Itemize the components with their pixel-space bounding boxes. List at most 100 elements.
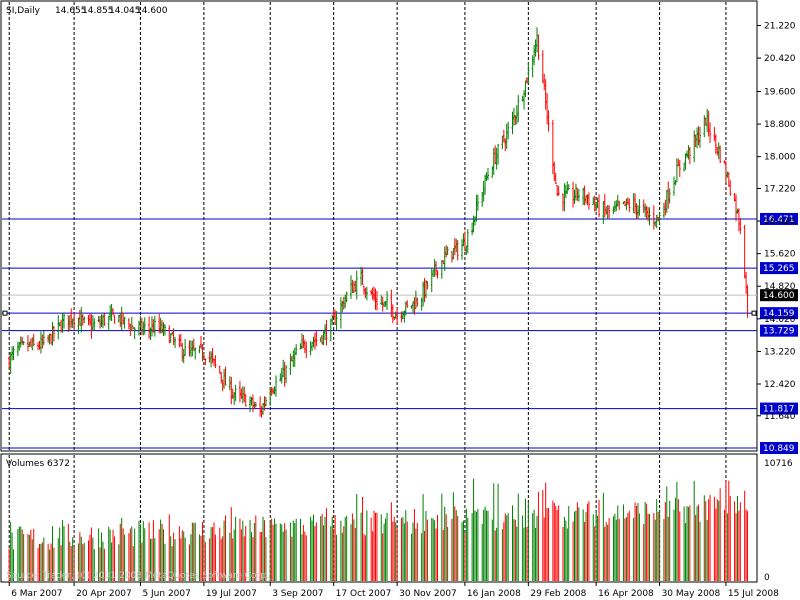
- ohlc-bar: [22, 341, 25, 346]
- ohlc-bar: [143, 317, 146, 335]
- ohlc-bar: [453, 238, 456, 256]
- ohlc-bar: [63, 312, 66, 329]
- ohlc-bar: [505, 123, 508, 149]
- ohlc-bar: [194, 347, 197, 360]
- ohlc-bar: [654, 221, 657, 227]
- ohlc-bar: [341, 300, 344, 313]
- ohlc-bar: [678, 160, 681, 178]
- level-0[interactable]: 16.471: [2, 212, 798, 225]
- ohlc-bar: [263, 396, 266, 411]
- ohlc-bar: [351, 279, 354, 294]
- ohlc-bar: [224, 366, 227, 386]
- price-tick-label-5: 17.220: [764, 184, 796, 194]
- ohlc-bar: [279, 373, 282, 382]
- level-2[interactable]: 14.159: [2, 307, 798, 320]
- grid-lines: [8, 2, 727, 581]
- ohlc-bar: [401, 311, 404, 320]
- ohlc-bar: [78, 309, 81, 326]
- ohlc-bar: [613, 200, 616, 213]
- price-tick-label-12: 11.640: [764, 412, 796, 422]
- level-handle-right[interactable]: [751, 310, 757, 316]
- ohlc-bar: [713, 127, 716, 142]
- ohlc-bar: [50, 333, 53, 344]
- ohlc-bar: [202, 352, 205, 360]
- horizontal-levels[interactable]: 16.471 15.265 14.159 13.729 11.817 10.849 14.6…: [2, 212, 798, 454]
- ohlc-bar: [674, 180, 677, 186]
- level-5[interactable]: 10.849: [2, 442, 798, 454]
- ohlc-bar: [311, 342, 314, 351]
- ohlc-bar: [647, 207, 650, 222]
- ohlc-bar: [706, 108, 709, 133]
- ohlc-bar: [313, 332, 316, 350]
- ohlc-bar: [413, 297, 416, 315]
- ohlc-bar: [31, 337, 34, 351]
- ohlc-low: 14.045: [109, 6, 141, 16]
- ohlc-bar: [433, 259, 436, 277]
- level-label: 13.729: [763, 327, 795, 337]
- ohlc-bar: [729, 180, 732, 196]
- ohlc-bar: [241, 386, 244, 404]
- ohlc-bar: [694, 134, 697, 148]
- ohlc-bar: [736, 208, 739, 214]
- ohlc-bar: [370, 289, 373, 295]
- level-handle-left[interactable]: [2, 310, 8, 316]
- ohlc-bar: [339, 297, 342, 329]
- ohlc-bar: [625, 198, 628, 211]
- ohlc-bar: [517, 94, 520, 123]
- ohlc-bar: [605, 206, 608, 215]
- ohlc-bar: [573, 189, 576, 204]
- volume-max-label: 10716: [764, 459, 793, 469]
- price-tick-label-9: 14.020: [764, 315, 796, 325]
- ohlc-bar: [726, 171, 729, 178]
- ohlc-bar: [463, 231, 466, 252]
- ohlc-bar: [512, 107, 515, 126]
- ohlc-bar: [446, 246, 449, 256]
- ohlc-bar: [123, 316, 126, 329]
- ohlc-bar: [344, 294, 347, 309]
- ohlc-bar: [19, 336, 22, 348]
- ohlc-bar: [471, 222, 474, 236]
- level-4[interactable]: 11.817: [2, 402, 798, 415]
- ohlc-bar: [445, 245, 448, 258]
- ohlc-bar: [130, 316, 133, 331]
- ohlc-bar: [608, 205, 611, 219]
- ohlc-bar: [556, 184, 559, 197]
- ohlc-bar: [667, 181, 670, 209]
- ohlc-bar: [443, 246, 446, 272]
- ohlc-bar: [32, 333, 35, 346]
- ohlc-bar: [174, 337, 177, 348]
- ohlc-bar: [68, 315, 71, 330]
- ohlc-bar: [29, 338, 32, 347]
- ohlc-bar: [192, 338, 195, 351]
- ohlc-bar: [655, 214, 658, 229]
- volume-zero-label: 0: [764, 573, 770, 583]
- ohlc-bar: [396, 308, 399, 324]
- ohlc-bar: [717, 142, 720, 160]
- ohlc-bar: [201, 344, 204, 362]
- level-3[interactable]: 13.729: [2, 324, 798, 337]
- ohlc-bar: [514, 115, 517, 126]
- date-label-0: 6 Mar 2007: [11, 589, 62, 599]
- ohlc-bar: [90, 314, 93, 339]
- ohlc-bar: [658, 211, 661, 224]
- ohlc-bar: [494, 145, 497, 165]
- ohlc-bar: [634, 193, 637, 214]
- ohlc-bar: [97, 315, 100, 323]
- ohlc-bar: [743, 224, 746, 279]
- ohlc-bar: [554, 172, 557, 185]
- ohlc-bar: [657, 216, 660, 222]
- ohlc-bar: [305, 341, 308, 359]
- ohlc-bar: [152, 319, 155, 333]
- ohlc-bar: [249, 396, 252, 413]
- ohlc-bar: [303, 339, 306, 354]
- ohlc-bar: [414, 290, 417, 309]
- ohlc-bar: [410, 305, 413, 309]
- level-1[interactable]: 15.265: [2, 262, 798, 275]
- ohlc-bar: [527, 61, 530, 84]
- ohlc-bar: [122, 312, 125, 325]
- ohlc-bar: [404, 301, 407, 316]
- ohlc-bar: [159, 317, 162, 334]
- date-axis: 6 Mar 2007 20 Apr 2007 5 Jun 2007 19 Jul 20…: [8, 582, 779, 599]
- ohlc-bar: [598, 194, 601, 218]
